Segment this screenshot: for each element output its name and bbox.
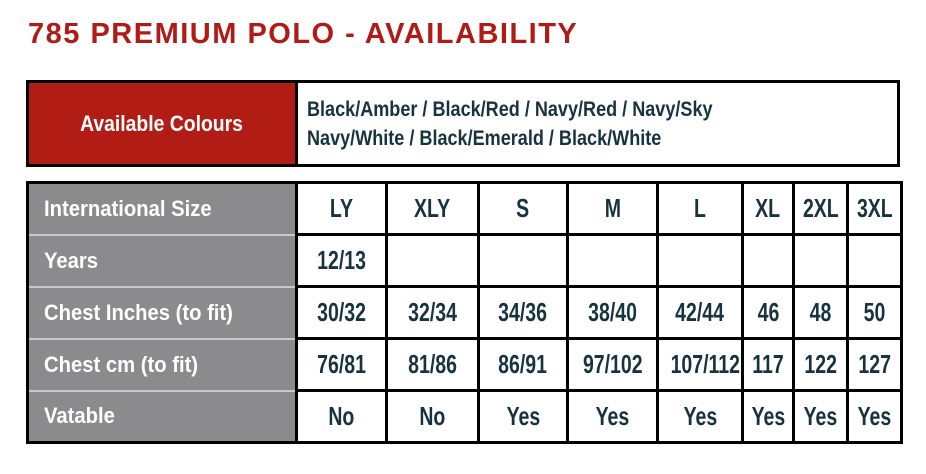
size-cell: 97/102 [566,337,659,392]
cell-value: S [516,193,530,223]
cell-value: 81/86 [408,349,457,379]
row-label-cell: Chest Inches (to fit) [27,286,297,340]
table-row-chest-inches: Chest Inches (to fit) 30/32 32/34 34/36 … [27,285,903,340]
size-cell: Yes [792,389,849,444]
size-cell: LY [295,181,388,236]
size-cell: 3XL [846,181,903,236]
available-colours-table: Available Colours Black/Amber / Black/Re… [26,80,900,167]
available-colours-list-cell: Black/Amber / Black/Red / Navy/Red / Nav… [298,83,897,164]
colours-line-2: Navy/White / Black/Emerald / Black/White [307,126,662,150]
size-cell: S [477,181,569,236]
cell-value: 48 [809,297,832,327]
cell-value: 127 [858,349,891,379]
cell-value: 117 [752,349,784,379]
cell-value: 30/32 [317,297,366,327]
row-label: Chest cm (to fit) [44,351,199,377]
row-label: Chest Inches (to fit) [44,299,233,325]
cell-value: 2XL [802,193,839,223]
size-cell: Yes [477,389,569,444]
size-cell: 42/44 [656,285,744,340]
cell-value: 86/91 [498,349,548,379]
size-cell [477,233,569,288]
cell-value: 34/36 [498,297,548,327]
row-label: Years [44,247,99,273]
cell-value: 50 [863,297,886,327]
cell-value: L [694,193,706,223]
cell-value: Yes [857,401,892,431]
cell-value: 122 [804,349,837,379]
size-cell: 122 [792,337,849,392]
size-table: International Size LY XLY S M L XL 2XL 3… [26,181,903,444]
size-cell: 107/112 [656,337,744,392]
cell-value: LY [329,193,354,223]
size-cell: Yes [566,389,659,444]
cell-value: Yes [506,401,540,431]
table-row-international-size: International Size LY XLY S M L XL 2XL 3… [27,181,903,236]
colours-line-1: Black/Amber / Black/Red / Navy/Red / Nav… [307,97,713,121]
cell-value: Yes [595,401,630,431]
row-label-cell: Years [27,234,297,288]
available-colours-label: Available Colours [80,110,244,136]
cell-value: 97/102 [582,349,643,379]
size-cell [656,233,744,288]
row-label-cell: Chest cm (to fit) [27,338,297,392]
size-cell: XLY [385,181,480,236]
row-label-cell: Vatable [27,390,297,443]
size-cell: M [566,181,659,236]
cell-value: 38/40 [588,297,637,327]
size-cell: Yes [656,389,744,444]
size-cell: Yes [846,389,903,444]
cell-value: Yes [751,401,785,431]
cell-value: 76/81 [317,349,366,379]
size-cell: 34/36 [477,285,569,340]
size-cell: 12/13 [295,233,388,288]
table-row-chest-cm: Chest cm (to fit) 76/81 81/86 86/91 97/1… [27,337,903,392]
size-cell: 48 [792,285,849,340]
cell-value: M [604,193,621,223]
size-cell [792,233,849,288]
size-cell: 81/86 [385,337,480,392]
size-cell: 50 [846,285,903,340]
size-cell: 2XL [792,181,849,236]
size-cell: 86/91 [477,337,569,392]
cell-value: No [328,401,355,431]
table-row-years: Years 12/13 [27,233,903,288]
size-cell [846,233,903,288]
cell-value: 42/44 [675,297,725,327]
row-label: International Size [44,195,212,221]
cell-value: Yes [683,401,717,431]
available-colours-header-cell: Available Colours [29,83,298,164]
row-label-cell: International Size [27,182,297,236]
size-cell: 117 [741,337,795,392]
cell-value: 107/112 [670,349,740,379]
size-cell [566,233,659,288]
size-cell: No [295,389,388,444]
table-row-vatable: Vatable No No Yes Yes Yes Yes Yes Yes [27,389,903,444]
cell-value: 12/13 [317,245,366,275]
cell-value: XLY [414,193,451,223]
size-cell [741,233,795,288]
cell-value: 3XL [856,193,893,223]
size-cell: 30/32 [295,285,388,340]
size-cell: L [656,181,744,236]
cell-value: 46 [757,297,779,327]
size-cell: 32/34 [385,285,480,340]
size-cell: 46 [741,285,795,340]
cell-value: Yes [803,401,838,431]
size-cell: 127 [846,337,903,392]
cell-value: No [419,401,446,431]
size-cell: 76/81 [295,337,388,392]
size-cell: No [385,389,480,444]
size-cell: XL [741,181,795,236]
size-cell [385,233,480,288]
cell-value: 32/34 [408,297,457,327]
size-cell: Yes [741,389,795,444]
size-cell: 38/40 [566,285,659,340]
cell-value: XL [755,193,781,223]
page-title: 785 PREMIUM POLO - AVAILABILITY [28,18,579,50]
row-label: Vatable [44,403,115,429]
